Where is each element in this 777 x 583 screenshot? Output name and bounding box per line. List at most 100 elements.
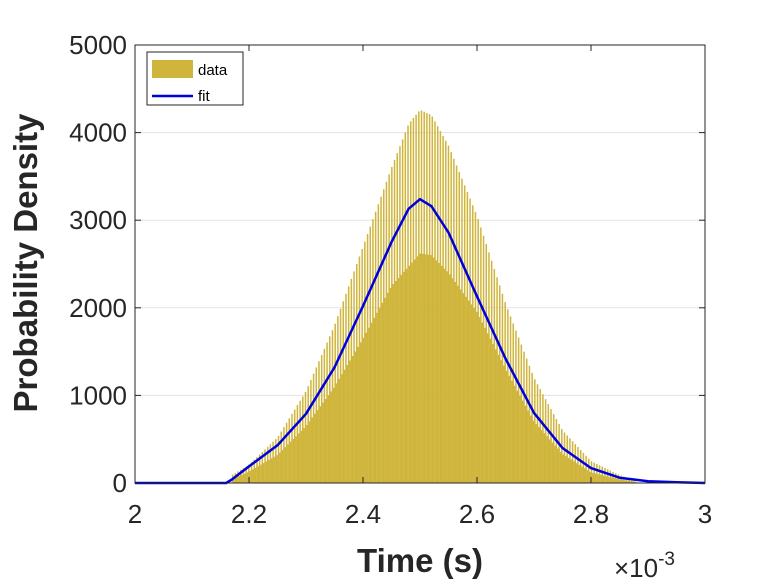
histogram-bar bbox=[319, 406, 322, 483]
histogram-bar bbox=[615, 473, 617, 483]
histogram-bar bbox=[381, 302, 384, 483]
histogram-bar bbox=[496, 277, 498, 483]
histogram-bar bbox=[473, 308, 475, 483]
histogram-bar bbox=[276, 455, 278, 483]
histogram-bar bbox=[333, 387, 335, 483]
histogram-bar bbox=[493, 268, 496, 483]
histogram-bar bbox=[244, 473, 246, 483]
histogram-bar bbox=[583, 468, 586, 483]
histogram-bar bbox=[430, 255, 432, 483]
histogram-bar bbox=[376, 312, 378, 483]
plot-frame bbox=[134, 44, 706, 484]
histogram-bar bbox=[547, 404, 550, 483]
histogram-bar bbox=[391, 166, 393, 483]
histogram-bar bbox=[334, 323, 336, 483]
histogram-bar bbox=[470, 304, 473, 483]
histogram-bar bbox=[354, 351, 357, 483]
histogram-bar bbox=[598, 465, 601, 483]
histogram-bar bbox=[266, 446, 269, 483]
histogram-bar bbox=[252, 469, 254, 483]
histogram-bar bbox=[538, 427, 540, 483]
histogram-bar bbox=[335, 383, 338, 483]
histogram-bar bbox=[596, 463, 598, 483]
histogram-bar bbox=[289, 441, 292, 483]
y-tick-label: 4000 bbox=[69, 118, 127, 148]
histogram-bar bbox=[446, 271, 448, 483]
histogram-bar bbox=[486, 333, 489, 483]
histogram-bar bbox=[392, 284, 394, 483]
histogram-bar bbox=[346, 365, 349, 483]
histogram-bar bbox=[467, 300, 470, 483]
histogram-bar bbox=[578, 464, 581, 483]
histogram-bar bbox=[592, 472, 594, 483]
histogram-bar bbox=[447, 145, 450, 483]
histogram-bar bbox=[489, 338, 492, 483]
histogram-bar bbox=[358, 256, 361, 483]
x-tick-label: 2 bbox=[128, 499, 142, 529]
histogram-bar bbox=[552, 414, 555, 483]
histogram-bar bbox=[550, 409, 552, 483]
histogram-bar bbox=[253, 459, 255, 483]
histogram-bar bbox=[288, 418, 291, 483]
histogram-bar bbox=[613, 478, 616, 483]
histogram-bar bbox=[327, 395, 330, 483]
histogram-bar bbox=[283, 427, 285, 483]
histogram-bar bbox=[295, 436, 297, 483]
histogram-bar bbox=[339, 308, 342, 483]
histogram-bar bbox=[474, 211, 477, 483]
histogram-bar bbox=[457, 285, 459, 483]
histogram-bar bbox=[593, 462, 595, 483]
histogram-bar bbox=[349, 360, 351, 483]
histogram-bar bbox=[597, 474, 599, 483]
histogram-bar bbox=[616, 478, 618, 483]
histogram-bar bbox=[557, 448, 559, 483]
histogram-bar bbox=[434, 121, 436, 484]
histogram-bar bbox=[466, 191, 469, 484]
histogram-bar bbox=[360, 342, 362, 483]
histogram-bar bbox=[555, 419, 558, 483]
histogram-bar bbox=[424, 254, 427, 483]
histogram-bar bbox=[351, 355, 354, 483]
histogram-bar bbox=[512, 323, 514, 483]
histogram-bar bbox=[436, 126, 439, 484]
histogram-bar bbox=[324, 398, 327, 483]
x-exponent-multiplier: ×10-3 bbox=[614, 549, 675, 583]
histogram-bar bbox=[459, 289, 462, 483]
histogram-bar bbox=[237, 471, 239, 483]
histogram-bar bbox=[439, 131, 442, 484]
histogram-bar bbox=[308, 421, 311, 483]
histogram-bar bbox=[361, 249, 363, 483]
histogram-bar bbox=[310, 379, 312, 483]
histogram-bar bbox=[250, 462, 253, 483]
y-tick-label: 3000 bbox=[69, 205, 127, 235]
histogram-bar bbox=[606, 469, 609, 483]
histogram-bar bbox=[422, 253, 424, 483]
fit-line bbox=[135, 197, 706, 485]
histogram-bar bbox=[428, 114, 431, 484]
histogram-bar bbox=[629, 481, 632, 483]
x-tick-label: 3 bbox=[698, 499, 712, 529]
histogram-bar bbox=[407, 125, 409, 484]
histogram-bar bbox=[299, 400, 301, 483]
histogram-bar bbox=[445, 140, 447, 483]
histogram-bar bbox=[403, 271, 405, 483]
histogram-bar bbox=[303, 428, 305, 483]
histogram-bar bbox=[249, 470, 251, 483]
legend-fit-label: fit bbox=[198, 88, 211, 105]
histogram-bar bbox=[238, 476, 241, 483]
histogram-bar bbox=[588, 458, 590, 483]
histogram-bar bbox=[565, 456, 567, 483]
histogram-bar bbox=[449, 274, 451, 483]
histogram-bar bbox=[579, 449, 582, 483]
histogram-bar bbox=[431, 116, 434, 484]
histogram-bar bbox=[368, 327, 370, 483]
histogram-bar bbox=[412, 118, 415, 483]
histogram-bar bbox=[416, 256, 419, 483]
y-tick-label: 5000 bbox=[69, 30, 127, 60]
histogram-bar bbox=[326, 342, 328, 483]
histogram-bar bbox=[520, 344, 523, 483]
histogram-bar bbox=[516, 390, 519, 483]
histogram-bar bbox=[517, 337, 520, 483]
histogram-bar bbox=[296, 405, 299, 483]
histogram-bar bbox=[380, 196, 382, 483]
